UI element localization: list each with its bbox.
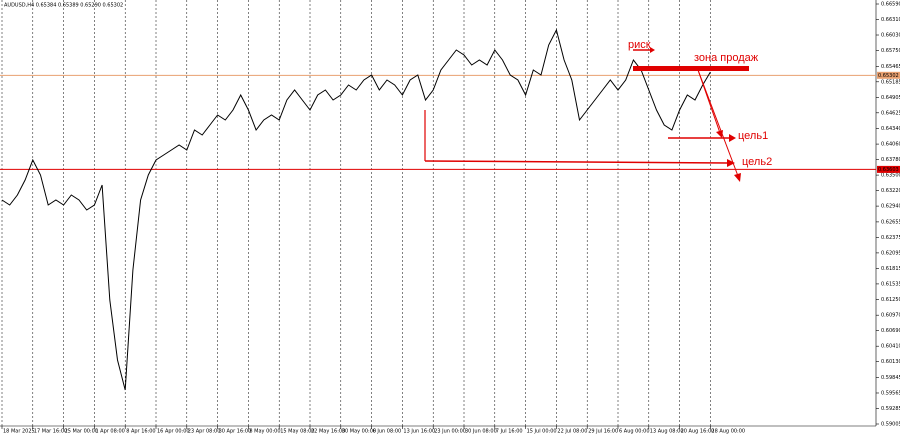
y-tick-label: 0.60130 — [881, 359, 900, 365]
y-tick-label: 0.62095 — [881, 250, 900, 256]
y-tick-label: 0.65185 — [881, 79, 900, 85]
y-tick-label: 0.60410 — [881, 344, 900, 350]
y-tick-label: 0.63500 — [881, 173, 900, 179]
level-label: 0.63603 — [878, 167, 899, 173]
x-tick-label: 23 Jun 00:00 — [434, 429, 466, 435]
y-tick-label: 0.62375 — [881, 235, 900, 241]
x-tick-label: 8 May 00:00 — [249, 429, 280, 435]
y-tick-label: 0.64905 — [881, 95, 900, 101]
x-tick-label: 1 Apr 08:00 — [95, 429, 124, 435]
x-tick-label: 16 Apr 00:00 — [157, 429, 190, 435]
y-tick-label: 0.64060 — [881, 142, 900, 148]
y-tick-label: 0.65750 — [881, 48, 900, 54]
y-tick-label: 0.61250 — [881, 297, 900, 303]
x-tick-label: 18 Mar 2025 — [3, 429, 35, 435]
y-tick-label: 0.64625 — [881, 110, 900, 116]
x-tick-label: 30 Jun 08:00 — [465, 429, 497, 435]
y-tick-label: 0.61815 — [881, 266, 900, 272]
path-arrow — [697, 69, 739, 177]
x-tick-label: 7 Jul 16:00 — [496, 429, 523, 435]
x-tick-label: 20 Aug 16:00 — [681, 429, 715, 435]
target1-label: цель1 — [738, 130, 768, 142]
x-tick-label: 23 Apr 08:00 — [188, 429, 221, 435]
y-tick-label: 0.66590 — [881, 2, 900, 8]
x-tick-label: 30 May 00:00 — [342, 429, 376, 435]
y-tick-label: 0.64340 — [881, 126, 900, 132]
y-tick-label: 0.60690 — [881, 328, 900, 334]
x-tick-label: 13 Jun 16:00 — [403, 429, 435, 435]
level-tag — [877, 165, 900, 173]
x-tick-label: 13 Aug 08:00 — [650, 429, 684, 435]
x-tick-label: 6 Jun 08:00 — [373, 429, 402, 435]
x-tick-label: 17 Mar 16:00 — [34, 429, 67, 435]
y-tick-label: 0.62655 — [881, 219, 900, 225]
y-tick-label: 0.65465 — [881, 64, 900, 70]
level-tag — [877, 71, 900, 79]
risk-label: риск — [628, 39, 651, 51]
y-tick-label: 0.66030 — [881, 33, 900, 39]
y-tick-label: 0.61535 — [881, 281, 900, 287]
x-tick-label: 15 Jul 00:00 — [527, 429, 557, 435]
y-tick-label: 0.66310 — [881, 17, 900, 23]
y-tick-label: 0.59285 — [881, 406, 900, 412]
arrow-head — [650, 47, 655, 53]
level-label: 0.65302 — [878, 73, 899, 79]
x-tick-label: 30 Apr 16:00 — [219, 429, 252, 435]
arrow-head — [734, 173, 741, 182]
sell-zone-label: зона продаж — [694, 52, 759, 64]
x-tick-label: 28 Aug 00:00 — [711, 429, 745, 435]
price-line — [1, 28, 711, 391]
target2-label: цель2 — [742, 156, 772, 168]
arrow-head — [727, 159, 735, 167]
x-tick-label: 29 Jul 16:00 — [588, 429, 618, 435]
y-tick-label: 0.59005 — [881, 422, 900, 428]
x-tick-label: 8 Apr 16:00 — [126, 429, 155, 435]
target2-arrow — [424, 160, 729, 164]
x-tick-label: 22 May 16:00 — [311, 429, 345, 435]
x-tick-label: 22 Jul 08:00 — [557, 429, 587, 435]
x-tick-label: 6 Aug 00:00 — [619, 429, 650, 435]
y-tick-label: 0.59845 — [881, 375, 900, 381]
annotations — [424, 47, 749, 182]
y-tick-label: 0.62940 — [881, 204, 900, 210]
y-tick-label: 0.59565 — [881, 390, 900, 396]
y-tick-label: 0.63220 — [881, 188, 900, 194]
y-tick-label: 0.63780 — [881, 157, 900, 163]
x-tick-label: 15 May 08:00 — [280, 429, 314, 435]
y-tick-label: 0.60970 — [881, 313, 900, 319]
x-tick-label: 25 Mar 00:00 — [65, 429, 98, 435]
sell-zone — [633, 66, 749, 71]
arrow-head — [729, 134, 736, 142]
